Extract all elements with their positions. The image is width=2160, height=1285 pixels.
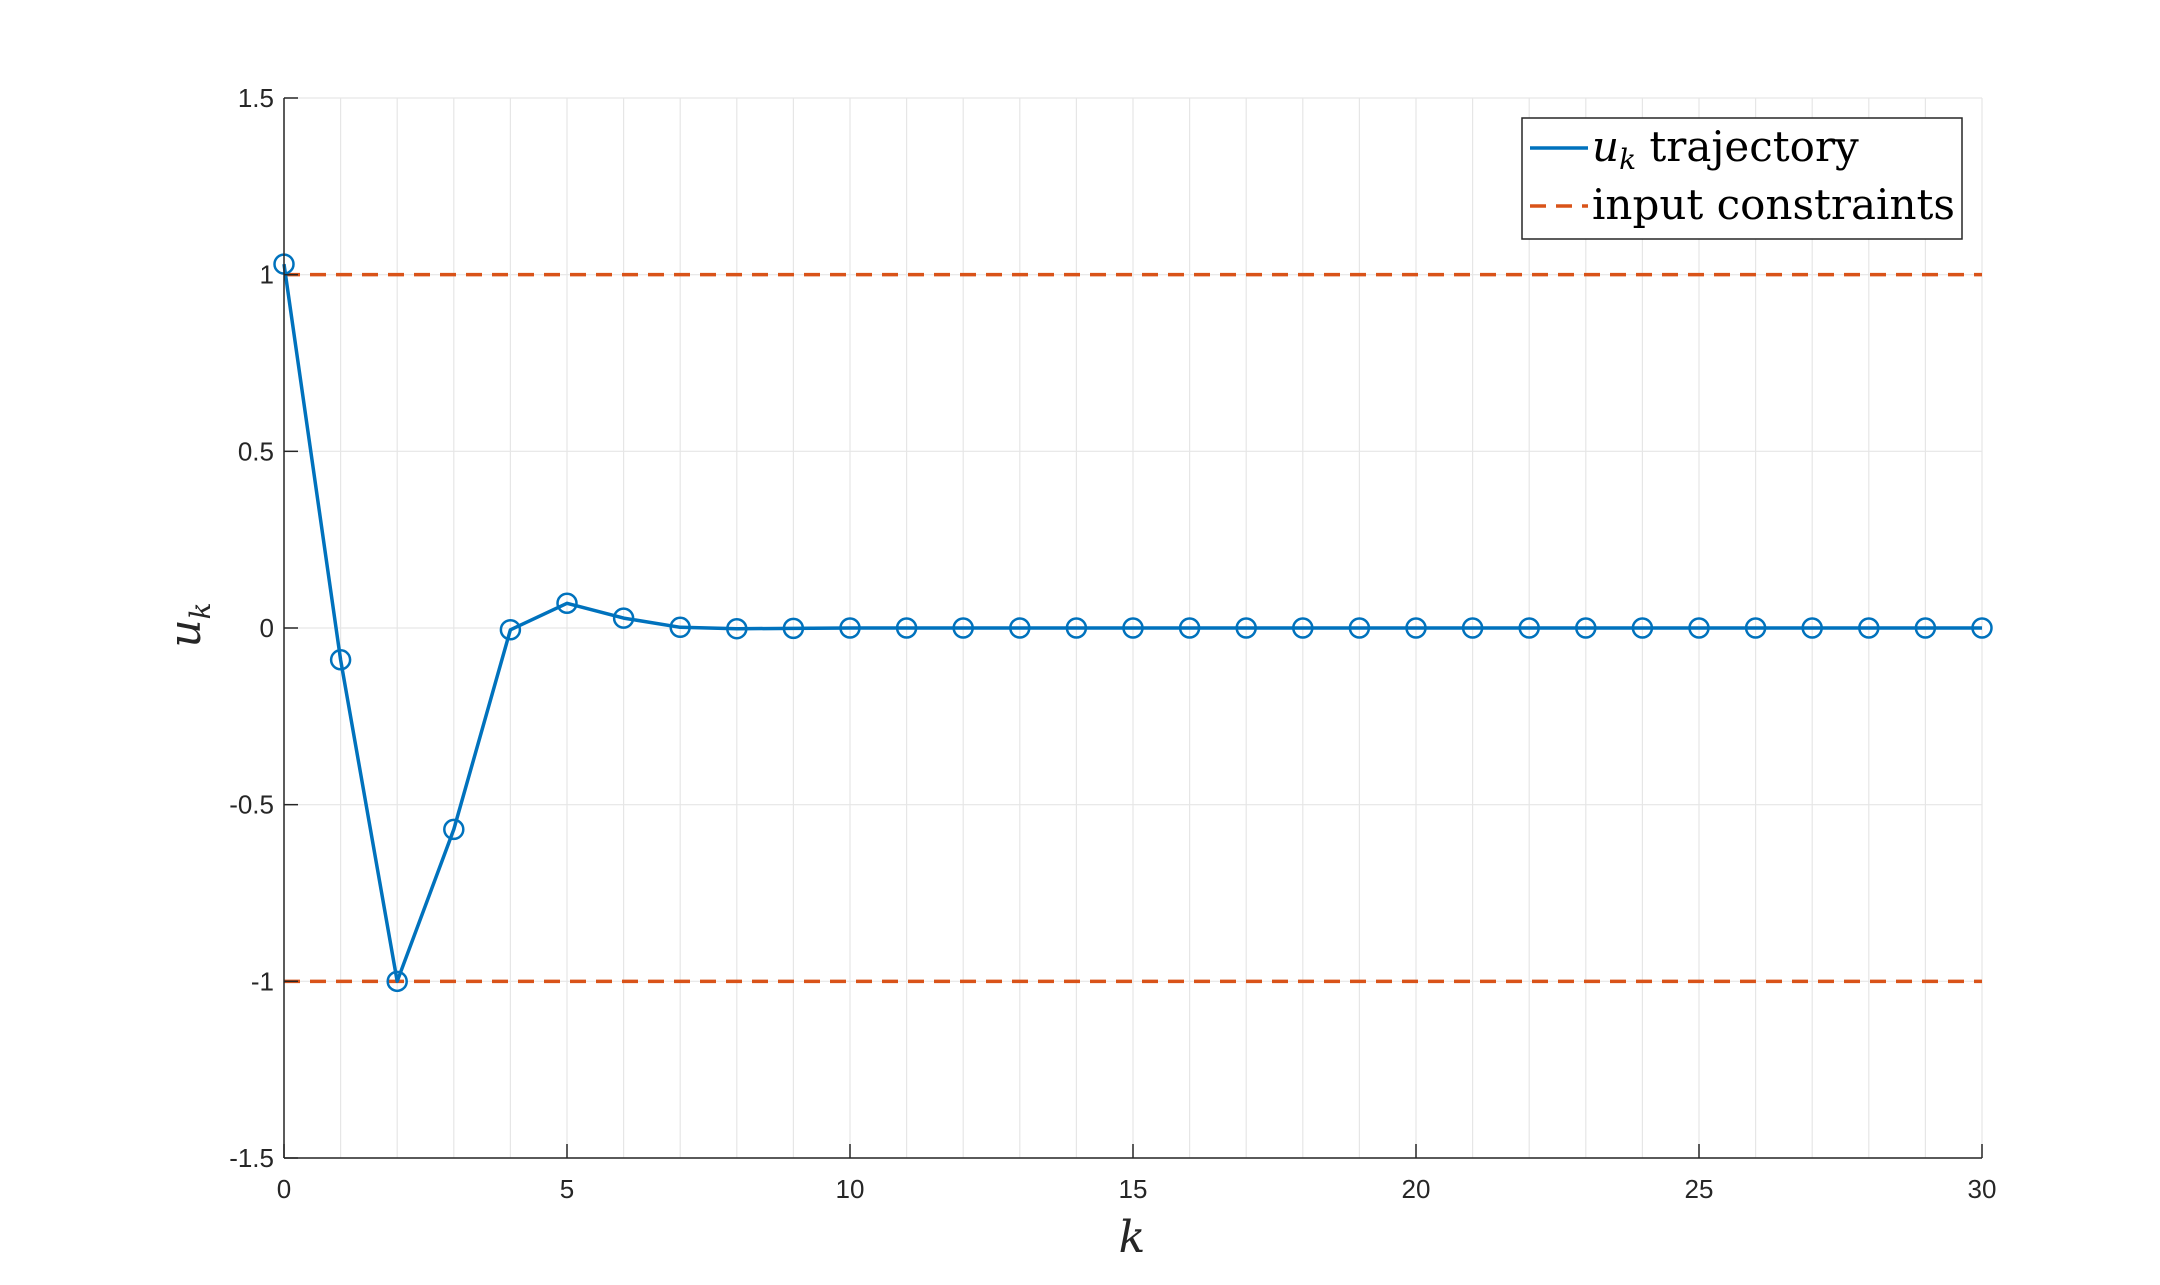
legend-label-trajectory: uk trajectory bbox=[1592, 122, 1859, 176]
y-tick-label: 1 bbox=[260, 260, 274, 290]
series-trajectory bbox=[273, 253, 1993, 993]
data-point bbox=[669, 616, 691, 639]
data-point bbox=[329, 649, 352, 671]
data-point bbox=[1688, 617, 1710, 639]
y-axis-label: uk bbox=[160, 602, 217, 647]
x-tick-label: 5 bbox=[560, 1174, 574, 1204]
x-tick-label: 20 bbox=[1402, 1174, 1431, 1204]
data-point bbox=[1348, 617, 1371, 639]
x-tick-label: 0 bbox=[277, 1174, 291, 1204]
data-point bbox=[1801, 617, 1823, 639]
data-point bbox=[612, 607, 635, 629]
y-tick-label: 0 bbox=[260, 613, 274, 643]
data-point bbox=[1235, 617, 1257, 639]
legend-box bbox=[1521, 117, 1963, 240]
data-point bbox=[1575, 617, 1597, 639]
y-tick-label: -1.5 bbox=[229, 1143, 274, 1173]
data-point bbox=[839, 617, 861, 639]
x-axis-label: k bbox=[1119, 1212, 1146, 1263]
legend-label-constraints: input constraints bbox=[1592, 180, 1955, 229]
data-point bbox=[1009, 617, 1031, 639]
data-point bbox=[499, 619, 522, 641]
data-point bbox=[1518, 617, 1540, 639]
data-point bbox=[1914, 617, 1937, 639]
x-tick-label: 15 bbox=[1119, 1174, 1148, 1204]
data-point bbox=[895, 617, 918, 639]
data-point bbox=[556, 592, 578, 615]
data-point bbox=[386, 970, 408, 993]
tick-labels: -1.5 -1 -0.5 0 0.5 1 1.5 0 5 10 15 20 25 30 bbox=[229, 83, 1996, 1204]
data-point bbox=[1461, 617, 1484, 639]
data-point bbox=[1292, 617, 1314, 639]
data-point bbox=[726, 617, 748, 640]
y-tick-label: -1 bbox=[251, 966, 274, 996]
data-point bbox=[443, 818, 465, 841]
x-tick-label: 30 bbox=[1968, 1174, 1997, 1204]
data-point bbox=[1858, 617, 1880, 639]
x-tick-label: 10 bbox=[836, 1174, 865, 1204]
data-point bbox=[1744, 617, 1767, 639]
data-point bbox=[1122, 617, 1144, 639]
x-tick-label: 25 bbox=[1685, 1174, 1714, 1204]
y-tick-label: 1.5 bbox=[238, 83, 274, 113]
legend: uk trajectory input constraints bbox=[1521, 117, 1963, 240]
data-point bbox=[1631, 617, 1654, 639]
data-point bbox=[1971, 617, 1993, 639]
y-tick-label: -0.5 bbox=[229, 790, 274, 820]
series-line bbox=[282, 263, 1982, 984]
data-point bbox=[1065, 617, 1088, 639]
data-point bbox=[782, 617, 805, 640]
y-tick-label: 0.5 bbox=[238, 436, 274, 466]
axes bbox=[283, 97, 1983, 1159]
data-point bbox=[1178, 617, 1201, 639]
constraint-lines bbox=[284, 272, 1982, 984]
data-point bbox=[952, 617, 974, 639]
data-point bbox=[1405, 617, 1427, 639]
